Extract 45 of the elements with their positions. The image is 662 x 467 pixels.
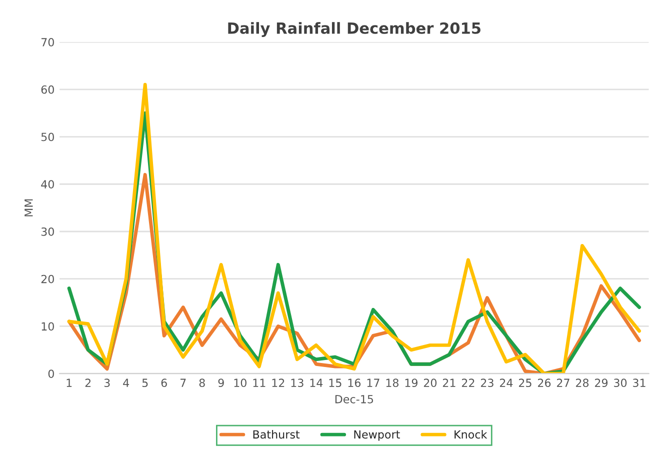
- x-tick-label: 7: [180, 378, 186, 387]
- x-tick-label: 23: [480, 378, 494, 388]
- chart-title: Daily Rainfall December 2015: [228, 22, 480, 37]
- x-tick-label: 10: [234, 378, 246, 388]
- x-tick-label: 28: [576, 378, 589, 388]
- x-tick-label: 25: [518, 378, 532, 388]
- y-tick-label: 60: [41, 85, 54, 94]
- x-tick-label: 26: [538, 378, 551, 388]
- y-tick-label: 10: [42, 322, 54, 331]
- x-tick-label: 5: [142, 378, 148, 388]
- x-tick-label: 11: [253, 378, 266, 387]
- x-axis-title: Dec-15: [335, 395, 374, 404]
- y-tick-label: 30: [41, 227, 54, 236]
- y-axis-title: MM: [24, 199, 33, 216]
- x-tick-label: 1: [66, 378, 72, 387]
- x-tick-label: 15: [329, 378, 342, 388]
- x-tick-label: 8: [199, 378, 205, 388]
- legend-label: Newport: [354, 430, 400, 441]
- legend-label: Bathurst: [253, 430, 300, 439]
- y-tick-label: 0: [48, 370, 54, 378]
- x-tick-label: 31: [633, 378, 646, 388]
- x-tick-label: 21: [442, 378, 456, 387]
- x-tick-label: 2: [85, 378, 91, 387]
- x-tick-label: 14: [310, 378, 323, 387]
- x-tick-label: 29: [594, 378, 608, 388]
- legend-label: Knock: [454, 430, 488, 439]
- x-tick-label: 17: [367, 378, 380, 387]
- x-tick-label: 20: [424, 378, 437, 388]
- x-tick-label: 16: [348, 378, 361, 388]
- x-tick-label: 22: [462, 378, 474, 387]
- x-tick-label: 3: [104, 378, 110, 388]
- x-tick-label: 19: [405, 378, 418, 388]
- x-tick-label: 4: [123, 378, 130, 387]
- x-tick-label: 24: [500, 378, 513, 387]
- x-tick-label: 9: [218, 378, 224, 388]
- x-tick-label: 6: [161, 378, 167, 388]
- y-tick-label: 50: [41, 132, 54, 142]
- x-tick-label: 13: [291, 378, 304, 388]
- x-tick-label: 30: [614, 378, 627, 388]
- x-tick-label: 12: [272, 378, 284, 387]
- x-tick-label: 18: [386, 378, 398, 388]
- y-tick-label: 20: [41, 274, 54, 284]
- x-tick-label: 27: [556, 378, 570, 387]
- y-tick-label: 70: [41, 38, 54, 46]
- y-tick-label: 40: [41, 180, 54, 189]
